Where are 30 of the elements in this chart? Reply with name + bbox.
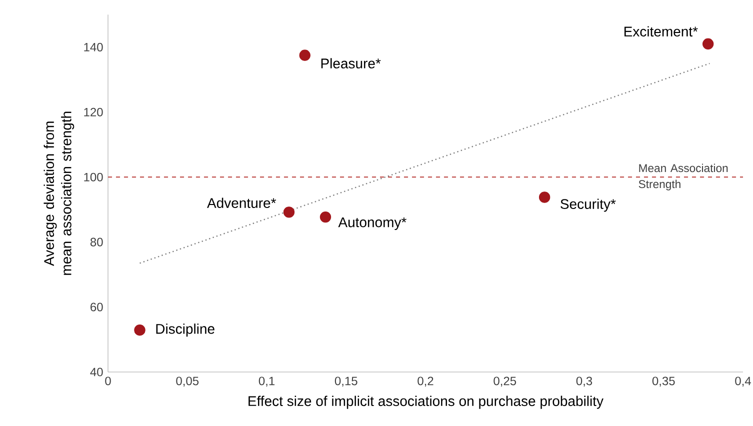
y-tick-label: 40 xyxy=(90,368,103,376)
x-axis-title: Effect size of implicit associations on purchase probability xyxy=(248,396,604,409)
y-tick-label: 120 xyxy=(84,108,103,116)
x-tick-label: 0,2 xyxy=(418,376,434,387)
annotation: Security* xyxy=(560,198,616,212)
x-tick-label: 0 xyxy=(105,376,111,386)
x-tick-label: 0,1 xyxy=(258,376,275,387)
point xyxy=(299,50,310,61)
annotation: Discipline xyxy=(156,324,214,337)
annotation: Adventure* xyxy=(207,198,276,208)
y-axis-title: Average deviation from mean association strength xyxy=(44,112,74,275)
y-tick-label: 100 xyxy=(84,172,103,182)
y-tick-label: 60 xyxy=(90,302,103,312)
x-tick-label: 0,05 xyxy=(176,376,199,387)
point xyxy=(702,38,714,50)
x-tick-label: 0,4 xyxy=(735,376,751,387)
point xyxy=(320,211,332,223)
point xyxy=(283,206,295,218)
point xyxy=(538,192,550,203)
annotation: Excitement* xyxy=(624,26,698,37)
y-tick-label: 140 xyxy=(84,42,103,52)
x-tick-label: 0,15 xyxy=(334,376,358,387)
annotation: Pleasure* xyxy=(321,58,381,68)
y-tick-label: 80 xyxy=(90,238,103,246)
x-tick-label: 0,35 xyxy=(652,376,675,387)
x-tick-label: 0,3 xyxy=(576,376,592,387)
x-tick-label: 0,25 xyxy=(494,376,516,387)
annotation: Autonomy* xyxy=(338,217,406,230)
point xyxy=(134,324,146,336)
ref-line-label: Mean Association Strength xyxy=(638,164,728,190)
